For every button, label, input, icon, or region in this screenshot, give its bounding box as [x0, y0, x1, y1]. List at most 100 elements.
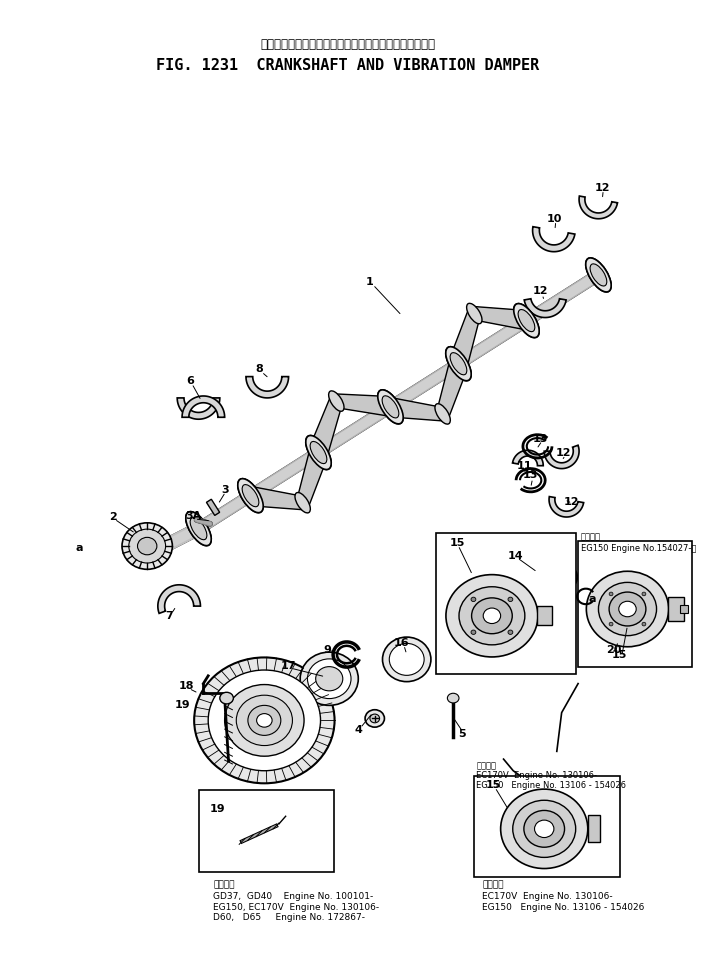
Ellipse shape	[467, 303, 482, 323]
Ellipse shape	[519, 311, 534, 331]
Text: EG150 Engine No.154027-～: EG150 Engine No.154027-～	[581, 543, 696, 552]
Text: 12: 12	[564, 497, 579, 506]
Text: 19: 19	[174, 700, 190, 710]
Ellipse shape	[619, 601, 636, 617]
Ellipse shape	[307, 436, 330, 468]
Ellipse shape	[311, 442, 326, 463]
Ellipse shape	[642, 622, 646, 626]
Text: FIG. 1231  CRANKSHAFT AND VIBRATION DAMPER: FIG. 1231 CRANKSHAFT AND VIBRATION DAMPE…	[156, 58, 539, 73]
Ellipse shape	[609, 592, 613, 596]
Ellipse shape	[587, 571, 668, 647]
Polygon shape	[332, 394, 397, 417]
Ellipse shape	[248, 705, 281, 735]
Polygon shape	[244, 486, 307, 509]
Ellipse shape	[236, 695, 292, 745]
Polygon shape	[668, 597, 684, 620]
Ellipse shape	[208, 670, 320, 770]
Text: EC170V  Engine No. 130106-: EC170V Engine No. 130106-	[482, 892, 613, 901]
Bar	[436, 534, 576, 674]
Ellipse shape	[194, 657, 335, 783]
Ellipse shape	[642, 592, 646, 596]
Ellipse shape	[186, 511, 211, 545]
Ellipse shape	[592, 266, 605, 284]
Ellipse shape	[365, 710, 384, 728]
Text: EG150   Engine No. 13106 - 154026: EG150 Engine No. 13106 - 154026	[477, 781, 626, 790]
Polygon shape	[177, 398, 220, 419]
Text: 9: 9	[323, 645, 331, 655]
Ellipse shape	[534, 820, 554, 838]
Ellipse shape	[383, 637, 431, 682]
Ellipse shape	[447, 693, 459, 703]
Text: a: a	[75, 543, 83, 553]
Ellipse shape	[306, 435, 331, 469]
Ellipse shape	[316, 666, 342, 691]
Text: 6: 6	[186, 376, 194, 387]
Ellipse shape	[590, 264, 607, 286]
Ellipse shape	[551, 568, 572, 586]
Ellipse shape	[329, 391, 344, 411]
Ellipse shape	[312, 443, 325, 462]
Text: 8: 8	[256, 364, 264, 374]
Ellipse shape	[609, 622, 613, 626]
Ellipse shape	[508, 630, 513, 634]
Ellipse shape	[586, 258, 611, 292]
Ellipse shape	[514, 304, 539, 338]
Polygon shape	[438, 354, 465, 422]
Ellipse shape	[330, 392, 343, 410]
Polygon shape	[384, 397, 447, 421]
Text: EG150   Engine No. 13106 - 154026: EG150 Engine No. 13106 - 154026	[482, 903, 645, 912]
Ellipse shape	[472, 598, 512, 634]
Ellipse shape	[546, 564, 577, 590]
Ellipse shape	[513, 801, 576, 857]
Ellipse shape	[370, 714, 380, 723]
Text: 12: 12	[556, 448, 572, 458]
Text: 5: 5	[458, 729, 466, 739]
Ellipse shape	[471, 630, 476, 634]
Text: 20: 20	[606, 645, 622, 655]
Text: 14: 14	[508, 550, 523, 561]
Text: 2: 2	[109, 512, 117, 522]
Text: 12: 12	[595, 183, 610, 193]
Polygon shape	[207, 500, 220, 515]
Polygon shape	[452, 306, 479, 374]
Ellipse shape	[519, 312, 533, 330]
Ellipse shape	[500, 789, 588, 869]
Ellipse shape	[467, 304, 481, 323]
Ellipse shape	[450, 353, 467, 375]
Ellipse shape	[300, 653, 358, 705]
Ellipse shape	[383, 396, 398, 417]
Text: 11: 11	[517, 461, 533, 470]
Ellipse shape	[609, 592, 646, 626]
Ellipse shape	[191, 518, 206, 539]
Ellipse shape	[306, 435, 331, 469]
Ellipse shape	[508, 597, 513, 602]
Text: D60,   D65     Engine No. 172867-: D60, D65 Engine No. 172867-	[213, 914, 365, 922]
Text: 19: 19	[210, 805, 225, 814]
Polygon shape	[588, 815, 600, 843]
Text: 12: 12	[533, 286, 548, 296]
Text: 適用底瓦: 適用底瓦	[477, 762, 496, 770]
Text: 17: 17	[281, 661, 297, 671]
Ellipse shape	[452, 355, 465, 373]
Ellipse shape	[586, 258, 611, 292]
Ellipse shape	[514, 304, 539, 338]
Ellipse shape	[192, 519, 205, 538]
Text: 適用底瓦: 適用底瓦	[482, 880, 504, 889]
Text: 13: 13	[533, 433, 548, 443]
Ellipse shape	[389, 644, 424, 675]
Text: 18: 18	[180, 681, 195, 691]
Polygon shape	[544, 445, 579, 468]
Text: 4: 4	[355, 725, 362, 735]
Ellipse shape	[138, 538, 157, 555]
Polygon shape	[533, 227, 575, 251]
Polygon shape	[538, 606, 552, 625]
Ellipse shape	[382, 395, 398, 418]
Ellipse shape	[598, 582, 656, 636]
Bar	[475, 775, 620, 878]
Polygon shape	[452, 307, 478, 374]
Ellipse shape	[238, 478, 264, 512]
Text: 10: 10	[546, 213, 561, 224]
Bar	[198, 790, 334, 873]
Polygon shape	[383, 396, 447, 422]
Ellipse shape	[243, 485, 258, 506]
